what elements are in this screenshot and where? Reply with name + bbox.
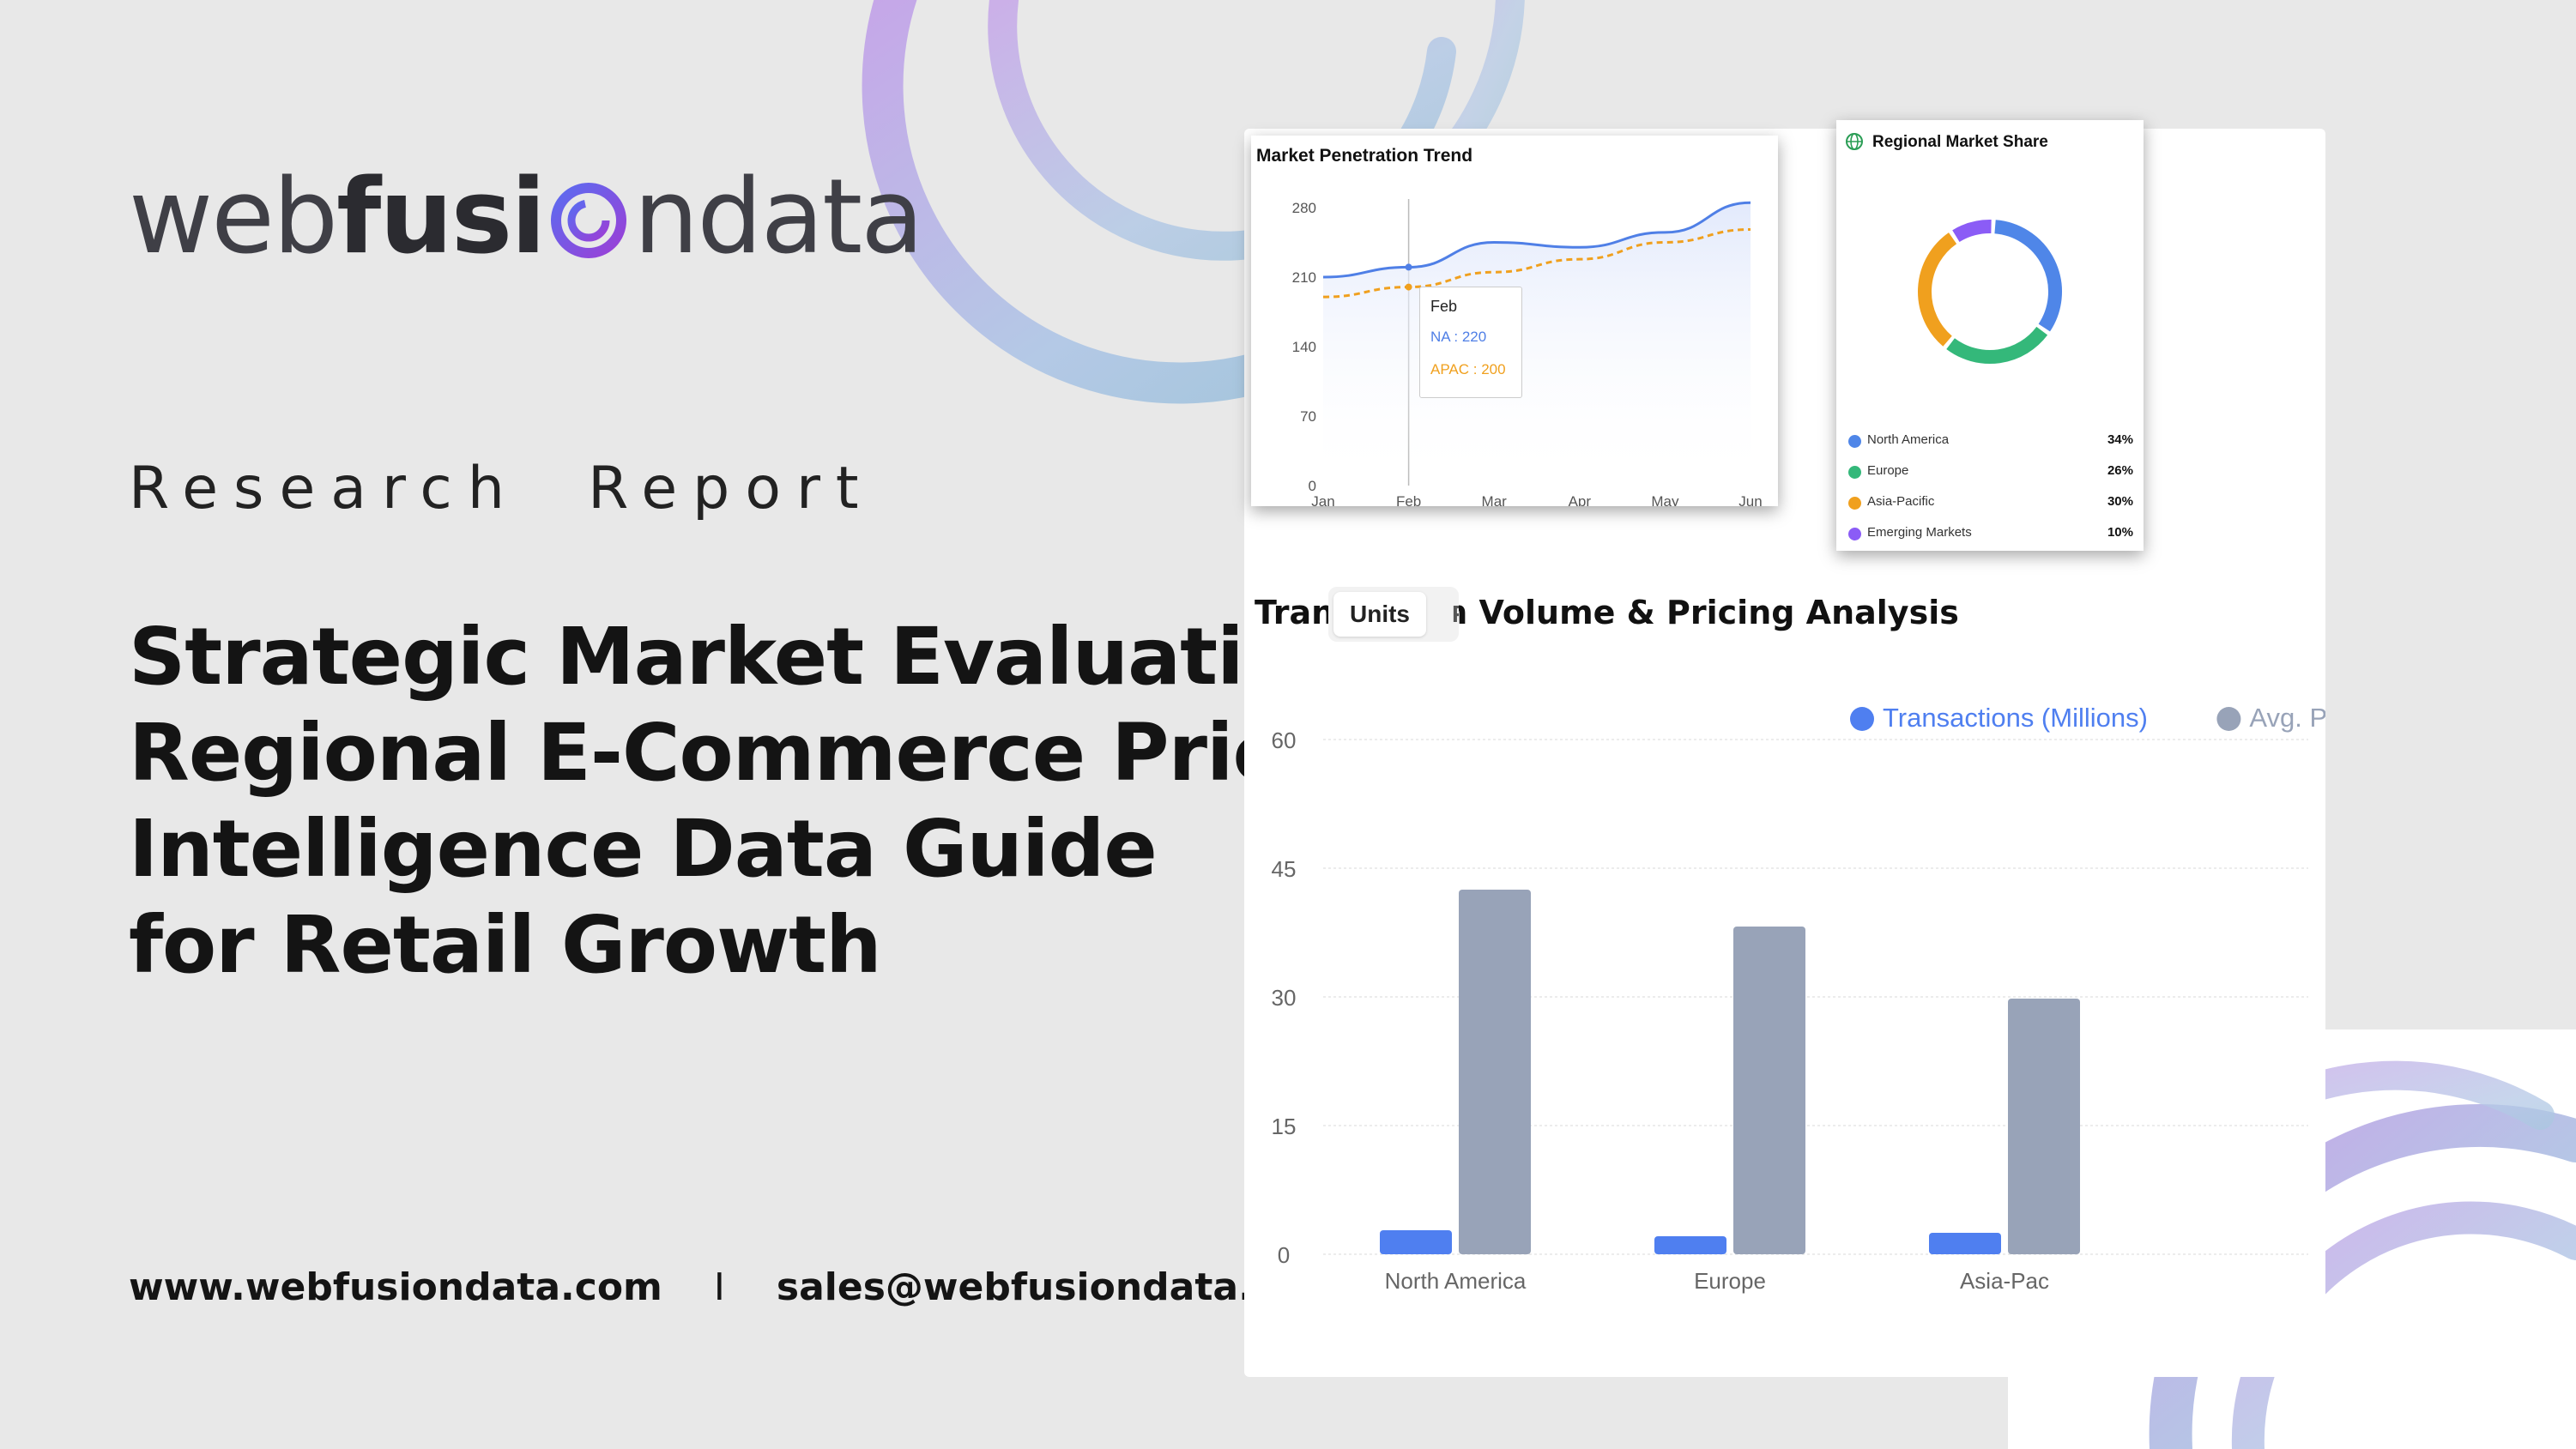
y-tick-label: 15 <box>1272 1114 1297 1139</box>
units-toggle-button[interactable]: Units <box>1333 592 1426 637</box>
y-tick-label: 30 <box>1272 985 1297 1011</box>
report-subtitle: Research Report <box>129 455 874 522</box>
legend-swatch <box>1848 435 1861 448</box>
x-tick-label: Feb <box>1396 493 1421 506</box>
data-point <box>1405 283 1412 291</box>
share-legend: North America 34% Europe 26% Asia-Pacific 30%… <box>1836 429 2144 549</box>
legend-value: 26% <box>2107 463 2133 478</box>
market-share-donut-chart <box>1918 220 2062 364</box>
share-card-title: Regional Market Share <box>1872 133 2048 151</box>
x-tick-label: Jan <box>1311 493 1334 506</box>
legend-item: Emerging Markets 10% <box>1836 522 2144 547</box>
y-tick-label: 140 <box>1292 339 1316 355</box>
y-tick-label: 280 <box>1292 200 1316 216</box>
bar <box>1733 927 1805 1254</box>
price-toggle-button[interactable]: P <box>1452 592 1459 637</box>
legend-value: 34% <box>2107 432 2133 447</box>
webfusiondata-logo: web fusi ndata <box>129 153 924 281</box>
footer-separator: I <box>713 1265 725 1309</box>
x-tick-label: Apr <box>1569 493 1592 506</box>
headline-line: Intelligence Data Guide <box>129 803 1158 895</box>
legend-label: Avg. Pr <box>2249 703 2325 733</box>
x-tick-label: Europe <box>1694 1268 1766 1294</box>
legend-label: Transactions (Millions) <box>1883 703 2148 733</box>
contact-footer: www.webfusiondata.com I sales@webfusiond… <box>129 1265 1340 1309</box>
series-area <box>1323 202 1751 486</box>
bar <box>1654 1236 1726 1254</box>
donut-slice <box>1952 220 1992 243</box>
legend-item: Europe 26% <box>1836 460 2144 486</box>
y-tick-label: 210 <box>1292 269 1316 286</box>
globe-icon <box>1846 133 1863 150</box>
bar <box>1929 1233 2001 1254</box>
logo-text-web: web <box>129 157 338 277</box>
logo-text-fusi: fusi <box>336 157 546 277</box>
bar <box>1380 1230 1452 1254</box>
bar <box>1459 890 1531 1254</box>
unit-toggle: Units P <box>1328 587 1459 642</box>
tooltip-label: Feb <box>1430 298 1458 315</box>
legend-label: Emerging Markets <box>1867 525 1972 540</box>
regional-share-card: Regional Market Share North America 34% Eu… <box>1836 120 2144 551</box>
x-tick-label: North America <box>1385 1268 1527 1294</box>
legend-value: 10% <box>2107 525 2133 540</box>
headline-line: Regional E-Commerce Price <box>129 707 1332 799</box>
legend-swatch <box>1850 707 1874 731</box>
headline-line: for Retail Growth <box>129 899 882 991</box>
series-line <box>1322 201 1751 279</box>
legend-swatch <box>1848 528 1861 540</box>
website-link[interactable]: www.webfusiondata.com <box>129 1265 662 1309</box>
y-tick-label: 45 <box>1272 856 1297 882</box>
x-tick-label: Jun <box>1738 493 1762 506</box>
legend-label: Europe <box>1867 463 1909 478</box>
legend-item: Asia-Pacific 30% <box>1836 491 2144 516</box>
legend-item: North America 34% <box>1836 429 2144 455</box>
tooltip-na-value: NA : 220 <box>1430 329 1487 345</box>
y-tick-label: 0 <box>1309 478 1316 494</box>
legend-value: 30% <box>2107 494 2133 509</box>
bar <box>2008 999 2080 1254</box>
x-tick-label: May <box>1651 493 1679 506</box>
market-penetration-line-chart: 0 70 140 210 280 Jan Feb Mar Apr May Jun <box>1292 199 1763 506</box>
tooltip-apac-value: APAC : 200 <box>1430 361 1506 377</box>
donut-slice <box>1918 232 1957 347</box>
logo-text-data: ndata <box>633 157 923 277</box>
donut-slice <box>1994 220 2062 332</box>
y-tick-label: 70 <box>1300 408 1316 425</box>
chart-tooltip: Feb NA : 220 APAC : 200 <box>1419 287 1522 398</box>
legend-swatch <box>2216 707 2241 731</box>
legend-swatch <box>1848 497 1861 510</box>
transaction-bar-chart: 0 15 30 45 60 North America Europe Asia-Pac Tran… <box>1272 703 2325 1294</box>
series-line <box>1322 227 1751 299</box>
data-point <box>1405 263 1412 271</box>
donut-slice <box>1946 326 2048 364</box>
x-tick-label: Asia-Pac <box>1960 1268 2049 1294</box>
logo-o-ring-icon <box>551 183 627 258</box>
legend-label: North America <box>1867 432 1950 447</box>
legend-label: Asia-Pacific <box>1867 494 1935 509</box>
headline-line: Strategic Market Evaluation: <box>129 611 1383 703</box>
report-headline: Strategic Market Evaluation: Regional E-… <box>129 609 1383 993</box>
y-tick-label: 0 <box>1278 1242 1290 1268</box>
trend-card-title: Market Penetration Trend <box>1256 146 1473 166</box>
legend-swatch <box>1848 466 1861 479</box>
market-penetration-card: Market Penetration Trend 0 70 140 210 280 Jan… <box>1251 136 1778 506</box>
y-tick-label: 60 <box>1272 728 1297 753</box>
x-tick-label: Mar <box>1482 493 1508 506</box>
